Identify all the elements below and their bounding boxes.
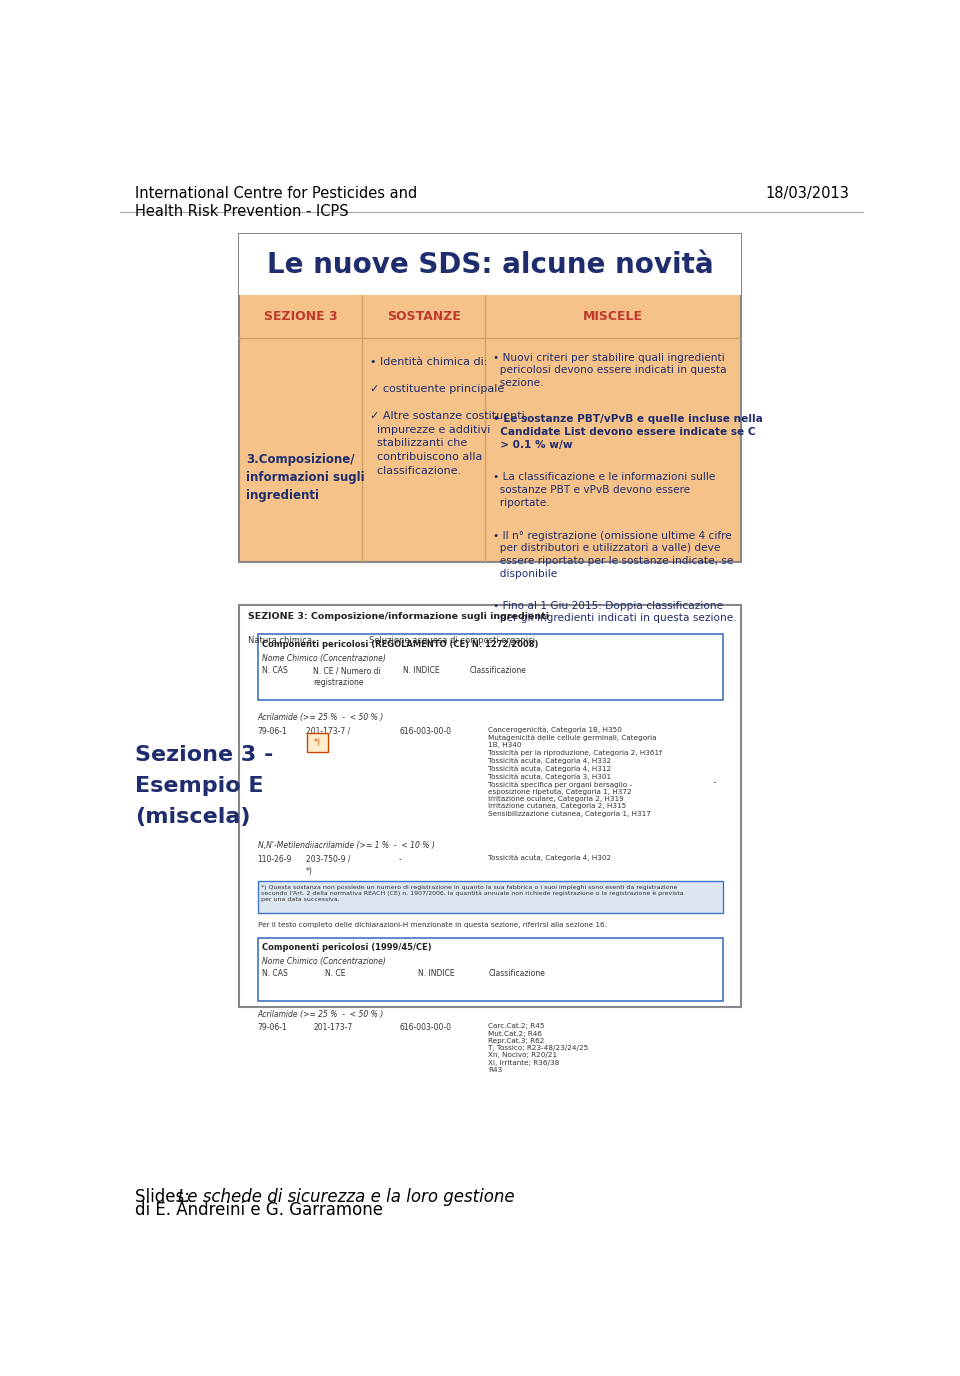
FancyBboxPatch shape	[257, 882, 723, 914]
Text: MISCELE: MISCELE	[583, 310, 643, 323]
Text: N. CAS: N. CAS	[262, 969, 288, 978]
FancyBboxPatch shape	[257, 634, 723, 700]
Text: 616-003-00-0: 616-003-00-0	[399, 1024, 451, 1032]
FancyBboxPatch shape	[257, 937, 723, 1002]
Text: *) Questa sostanza non possiede un numero di registrazione in quanto la sua fabb: *) Questa sostanza non possiede un numer…	[261, 885, 684, 903]
Text: 616-003-00-0: 616-003-00-0	[399, 727, 451, 736]
Text: Nome Chimico (Concentrazione): Nome Chimico (Concentrazione)	[262, 956, 386, 966]
Text: 201-173-7: 201-173-7	[313, 1024, 352, 1032]
Text: SOSTANZE: SOSTANZE	[387, 310, 461, 323]
Text: 201-173-7 /: 201-173-7 /	[306, 727, 350, 736]
FancyBboxPatch shape	[239, 234, 741, 563]
Text: *): *)	[314, 738, 321, 747]
Text: Soluzione acquosa di composti organici.: Soluzione acquosa di composti organici.	[370, 636, 538, 644]
Text: Componenti pericolosi (REGOLAMENTO (CE) N. 1272/2008): Componenti pericolosi (REGOLAMENTO (CE) …	[262, 640, 539, 649]
FancyBboxPatch shape	[239, 234, 741, 296]
Text: 3.Composizione/
informazioni sugli
ingredienti: 3.Composizione/ informazioni sugli ingre…	[247, 453, 365, 502]
Text: • Fino al 1 Giu 2015: Doppia classificazione
  per gli ingredienti indicati in q: • Fino al 1 Giu 2015: Doppia classificaz…	[492, 600, 736, 623]
Text: di E. Andreini e G. Garramone: di E. Andreini e G. Garramone	[134, 1201, 383, 1219]
Text: International Centre for Pesticides and
Health Risk Prevention - ICPS: International Centre for Pesticides and …	[134, 186, 418, 219]
Text: N. CE: N. CE	[324, 969, 345, 978]
Text: Componenti pericolosi (1999/45/CE): Componenti pericolosi (1999/45/CE)	[262, 943, 432, 952]
Text: Le schede di sicurezza e la loro gestione: Le schede di sicurezza e la loro gestion…	[178, 1187, 515, 1205]
Text: Acrilamide (>= 25 %  -  < 50 % ): Acrilamide (>= 25 % - < 50 % )	[257, 1010, 384, 1018]
Text: Cancerogenicità, Categoria 1B, H350
Mutagenicità delle cellule germinali, Catego: Cancerogenicità, Categoria 1B, H350 Muta…	[489, 727, 661, 817]
Text: SEZIONE 3: Composizione/informazione sugli ingredienti: SEZIONE 3: Composizione/informazione sug…	[248, 612, 549, 621]
Text: • Il n° registrazione (omissione ultime 4 cifre
  per distributori e utilizzator: • Il n° registrazione (omissione ultime …	[492, 531, 732, 579]
Text: Acrilamide (>= 25 %  -  < 50 % ): Acrilamide (>= 25 % - < 50 % )	[257, 713, 384, 722]
Text: -: -	[399, 854, 401, 864]
Text: Slides:: Slides:	[134, 1187, 195, 1205]
Text: N,N'-Metilendiiacrilamide (>= 1 %  -  < 10 % ): N,N'-Metilendiiacrilamide (>= 1 % - < 10…	[257, 841, 435, 850]
Text: *): *)	[306, 867, 313, 875]
Text: Carc.Cat.2; R45
Mut.Cat.2; R46
Repr.Cat.3; R62
T, Tossico; R23-48/23/24/25
Xn, N: Carc.Cat.2; R45 Mut.Cat.2; R46 Repr.Cat.…	[489, 1024, 588, 1073]
Text: • Identità chimica di:

✓ costituente principale

✓ Altre sostanze costituenti,
: • Identità chimica di: ✓ costituente pri…	[370, 356, 528, 476]
Text: Natura chimica: Natura chimica	[248, 636, 312, 644]
Text: Classificazione: Classificazione	[469, 666, 526, 676]
Text: N. CAS: N. CAS	[262, 666, 288, 676]
Text: 110-26-9: 110-26-9	[257, 854, 292, 864]
Text: Tossicità acuta, Categoria 4, H302: Tossicità acuta, Categoria 4, H302	[489, 854, 612, 861]
Text: N. INDICE: N. INDICE	[403, 666, 440, 676]
Text: Nome Chimico (Concentrazione): Nome Chimico (Concentrazione)	[262, 654, 386, 663]
Text: 203-750-9 /: 203-750-9 /	[306, 854, 350, 864]
Text: • La classificazione e le informazioni sulle
  sostanze PBT e vPvB devono essere: • La classificazione e le informazioni s…	[492, 472, 715, 508]
Text: –: –	[713, 780, 716, 786]
Text: N. INDICE: N. INDICE	[418, 969, 454, 978]
Text: registrazione: registrazione	[313, 678, 364, 687]
Text: 79-06-1: 79-06-1	[257, 1024, 287, 1032]
Text: • Nuovi criteri per stabilire quali ingredienti
  pericolosi devono essere indic: • Nuovi criteri per stabilire quali ingr…	[492, 352, 726, 388]
Text: Le nuove SDS: alcune novità: Le nuove SDS: alcune novità	[267, 250, 713, 279]
FancyBboxPatch shape	[239, 605, 741, 1007]
Text: SEZIONE 3: SEZIONE 3	[264, 310, 337, 323]
Text: Classificazione: Classificazione	[489, 969, 545, 978]
Text: Per il testo completo delle dichiarazioni-H menzionate in questa sezione, riferi: Per il testo completo delle dichiarazion…	[257, 922, 607, 927]
Text: 18/03/2013: 18/03/2013	[765, 186, 849, 201]
Text: Sezione 3 -
Esempio E
(miscela): Sezione 3 - Esempio E (miscela)	[134, 744, 274, 827]
Text: N. CE / Numero di: N. CE / Numero di	[313, 666, 381, 676]
Text: • Le sostanze PBT/vPvB e quelle incluse nella
  Candidate List devono essere ind: • Le sostanze PBT/vPvB e quelle incluse …	[492, 414, 762, 450]
Text: 79-06-1: 79-06-1	[257, 727, 287, 736]
FancyBboxPatch shape	[307, 733, 327, 753]
